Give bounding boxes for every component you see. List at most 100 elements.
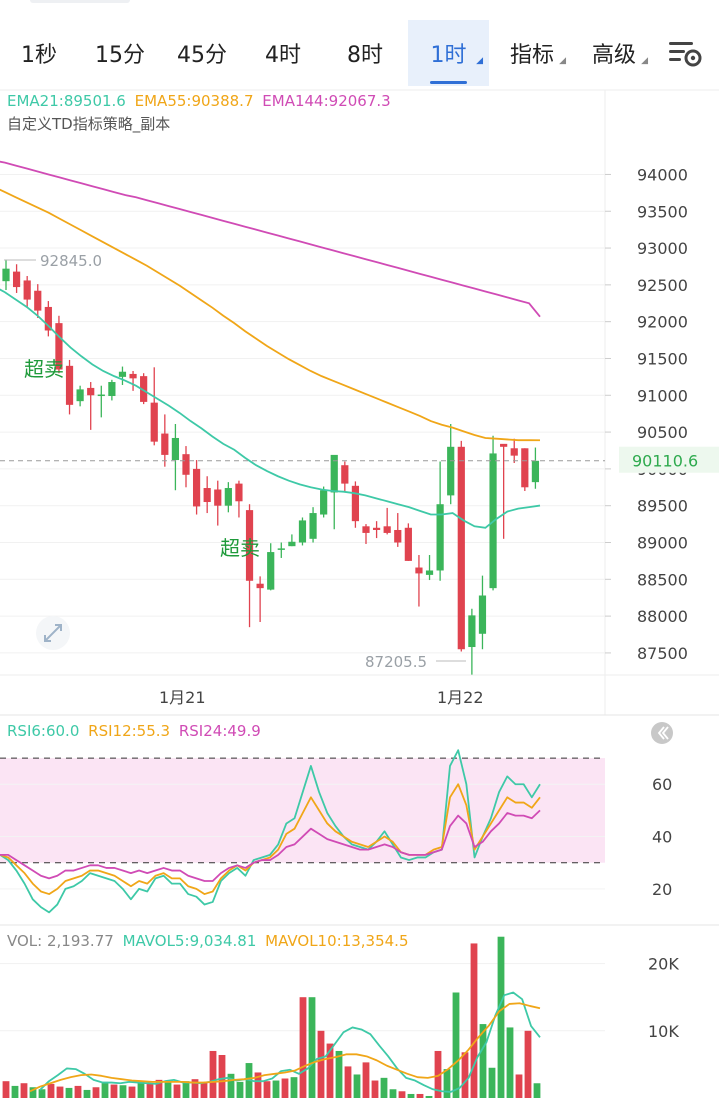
candle-body (214, 489, 222, 506)
volume-bar (281, 1078, 289, 1098)
candle-body (468, 615, 476, 648)
tab-label: 15分 (95, 43, 145, 68)
candle-body (23, 280, 31, 300)
volume-bar (65, 1087, 73, 1098)
volume-bar (299, 997, 307, 1098)
volume-bar (443, 1069, 451, 1098)
price-tick-label: 87500 (637, 644, 688, 663)
candle-body (76, 389, 84, 402)
volume-bar (29, 1087, 37, 1098)
volume-bar (488, 1067, 496, 1098)
tab-indicators[interactable]: 指标 ◢ (492, 20, 572, 86)
ema-legend: EMA21:89501.6 EMA55:90388.7 EMA144:92067… (7, 92, 391, 110)
volume-bar (182, 1081, 190, 1098)
volume-ma-lines (29, 991, 541, 1093)
volume-bar (11, 1085, 19, 1098)
dropdown-triangle-icon: ◢ (476, 56, 483, 66)
rsi-axis: 60 40 20 (652, 775, 672, 899)
volume-bar (227, 1073, 235, 1098)
volume-bar (2, 1081, 10, 1098)
candle-body (447, 446, 455, 496)
tab-advanced[interactable]: 高级 ◢ (574, 20, 654, 86)
dropdown-triangle-icon: ◢ (641, 56, 648, 66)
mavol5-line (39, 991, 541, 1093)
volume-bar (371, 1080, 379, 1098)
high-price-label: 92845.0 (40, 252, 102, 270)
collapse-left-icon[interactable] (651, 722, 673, 744)
candle-body (277, 548, 285, 550)
candle-body (87, 387, 95, 396)
expand-icon[interactable] (36, 616, 70, 650)
price-tick-label: 89500 (637, 497, 688, 516)
volume-bar (47, 1083, 55, 1098)
candle-body (256, 583, 264, 589)
candle-body (235, 483, 243, 502)
tab-8h[interactable]: 8时 (324, 20, 406, 86)
interval-toolbar: 1秒 15分 45分 4时 8时 1时 ◢ 指标 ◢ 高级 ◢ (0, 0, 719, 90)
candle-body (182, 454, 190, 475)
volume-bar (254, 1072, 262, 1098)
candle-body (12, 271, 21, 288)
volume-bar (263, 1081, 271, 1098)
volume-tick-label: 10K (648, 1022, 679, 1041)
candle-body (351, 485, 360, 522)
candle-body (521, 448, 529, 488)
candle-body (394, 529, 402, 543)
volume-bar (137, 1080, 145, 1098)
rsi-band (0, 758, 605, 863)
candle-body (224, 488, 232, 506)
candle-body (531, 460, 540, 483)
tab-4h[interactable]: 4时 (244, 20, 322, 86)
volume-bar (74, 1085, 82, 1098)
volume-bar (497, 936, 505, 1098)
volume-bar (92, 1087, 100, 1098)
candle-body (457, 446, 465, 650)
ema144-value: EMA144:92067.3 (262, 92, 390, 110)
candle-body (425, 570, 434, 575)
volume-bar (272, 1080, 280, 1098)
volume-bar (380, 1077, 388, 1098)
price-tick-label: 93000 (637, 239, 688, 258)
candle-body (108, 382, 116, 397)
layers-settings-icon[interactable] (665, 36, 705, 72)
candle-body (44, 306, 52, 331)
tab-label: 8时 (347, 43, 383, 68)
low-price-label: 87205.5 (365, 653, 427, 671)
volume-bar (461, 1052, 469, 1098)
ema21-value: EMA21:89501.6 (7, 92, 126, 110)
date-label: 1月21 (159, 688, 206, 707)
candle-body (362, 526, 370, 533)
tab-1h[interactable]: 1时 ◢ (408, 20, 489, 86)
tab-45m[interactable]: 45分 (162, 20, 242, 86)
date-label: 1月22 (437, 688, 484, 707)
price-tick-label: 92000 (637, 313, 688, 332)
candle-body (478, 595, 487, 634)
rsi6-line (0, 749, 541, 914)
volume-bar (362, 1062, 370, 1098)
volume-bar (335, 1050, 343, 1098)
strategy-label: 自定义TD指标策略_副本 (7, 115, 170, 134)
active-tab-indicator (430, 81, 467, 84)
volume-tick-label: 20K (648, 955, 679, 974)
candle-body (330, 454, 338, 493)
price-axis: 94000 93500 93000 92500 92000 91500 91000 90500… (605, 165, 688, 663)
rsi24-value: RSI24:49.9 (179, 722, 261, 740)
volume-bar (308, 997, 316, 1098)
tab-1s[interactable]: 1秒 (0, 20, 78, 86)
volume-bar (209, 1050, 217, 1098)
volume-bar (434, 1050, 442, 1098)
volume-bar (146, 1083, 154, 1098)
price-tick-label: 88500 (637, 570, 688, 589)
price-tick-label: 93500 (637, 202, 688, 221)
volume-bar (101, 1081, 109, 1098)
vol-value: VOL: 2,193.77 (7, 932, 114, 950)
volume-bar (38, 1089, 46, 1098)
ema21-line (0, 288, 541, 529)
price-tick-label: 94000 (637, 165, 688, 184)
candle-body (383, 526, 391, 533)
rsi24-line (0, 809, 541, 882)
volume-bar (425, 1095, 433, 1098)
tab-15m[interactable]: 15分 (80, 20, 160, 86)
volume-bar (344, 1066, 352, 1098)
